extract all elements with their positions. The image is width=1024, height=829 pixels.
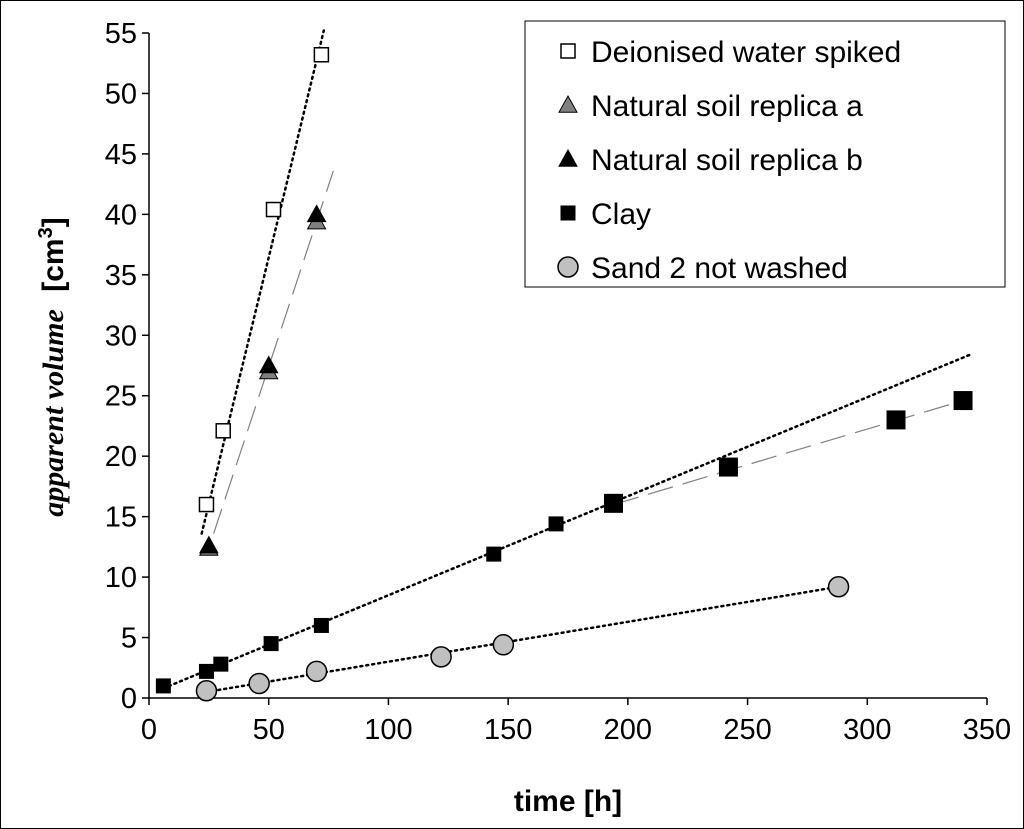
y-tick-label: 20 — [105, 441, 137, 473]
y-tick-label: 40 — [105, 199, 137, 231]
axes: 0 5 10 15 20 25 30 35 40 45 50 55 0 50 100 150 200 250 300… — [105, 18, 1011, 746]
y-axis-label-unit: [cm — [37, 238, 70, 291]
y-tick-label: 5 — [121, 623, 137, 655]
deionised-water-spiked-point — [265, 201, 282, 218]
x-tick-label: 350 — [963, 714, 1011, 746]
trendline — [613, 399, 964, 506]
legend-entry: Natural soil replica b — [591, 144, 863, 177]
y-tick-label: 0 — [121, 683, 137, 715]
sand-2-not-washed-point — [430, 646, 452, 668]
clay-point — [155, 678, 171, 694]
y-axis-label-unit-close: ] — [37, 217, 70, 227]
trendline — [213, 170, 334, 534]
x-tick-label: 250 — [723, 714, 771, 746]
clay-point — [213, 656, 229, 672]
legend-marker — [557, 256, 579, 278]
y-tick-label: 30 — [105, 320, 137, 352]
y-tick-label: 55 — [105, 18, 137, 50]
x-tick-label: 150 — [484, 714, 532, 746]
legend-entry: Sand 2 not washed — [591, 252, 848, 285]
legend-marker — [560, 205, 576, 221]
y-tick-label: 15 — [105, 502, 137, 534]
y-tick-label: 25 — [105, 381, 137, 413]
clay-point — [603, 493, 623, 513]
legend-marker — [558, 148, 578, 167]
natural-soil-replica-b-point — [306, 204, 327, 223]
clay-point — [886, 410, 906, 430]
legend-entry: Natural soil replica a — [591, 90, 863, 123]
x-tick-label: 100 — [364, 714, 412, 746]
legend-marker — [558, 94, 578, 113]
y-axis-label-main: apparent volume — [37, 309, 70, 517]
trendline — [162, 353, 972, 690]
y-tick-label: 35 — [105, 260, 137, 292]
y-tick-label: 45 — [105, 139, 137, 171]
sand-2-not-washed-point — [195, 679, 218, 702]
clay-point — [718, 457, 738, 477]
y-tick-label: 10 — [105, 562, 137, 594]
legend: Deionised water spiked Natural soil repli… — [524, 20, 1006, 288]
natural-soil-replica-b-point — [258, 355, 279, 374]
x-tick-label: 200 — [604, 714, 652, 746]
data-points — [155, 47, 973, 702]
sand-2-not-washed-point — [492, 634, 515, 656]
clay-point — [313, 617, 329, 633]
clay-point — [953, 391, 973, 411]
natural-soil-replica-b-point — [199, 535, 219, 554]
clay-point — [263, 636, 279, 652]
sand-2-not-washed-point — [305, 660, 328, 683]
deionised-water-spiked-point — [215, 423, 231, 439]
trendline — [200, 29, 326, 535]
legend-marker — [560, 43, 576, 59]
legend-entry: Clay — [591, 198, 651, 231]
y-axis-label-superscript: 3 — [35, 227, 57, 238]
clay-point — [198, 663, 214, 679]
x-tick-label: 50 — [253, 714, 285, 746]
legend-box — [524, 20, 1006, 288]
sand-2-not-washed-point — [827, 576, 850, 598]
sand-2-not-washed-point — [248, 672, 270, 695]
clay-point — [548, 516, 564, 532]
x-axis-label: time [h] — [514, 785, 622, 818]
trendline — [205, 585, 840, 694]
x-tick-label: 0 — [141, 714, 157, 746]
deionised-water-spiked-point — [313, 47, 330, 63]
legend-entry: Deionised water spiked — [591, 36, 901, 69]
x-tick-label: 300 — [843, 714, 891, 746]
clay-point — [486, 546, 502, 562]
deionised-water-spiked-point — [198, 496, 215, 513]
y-axis-label: apparent volume [cm3] — [35, 217, 70, 516]
y-tick-label: 50 — [105, 78, 137, 110]
